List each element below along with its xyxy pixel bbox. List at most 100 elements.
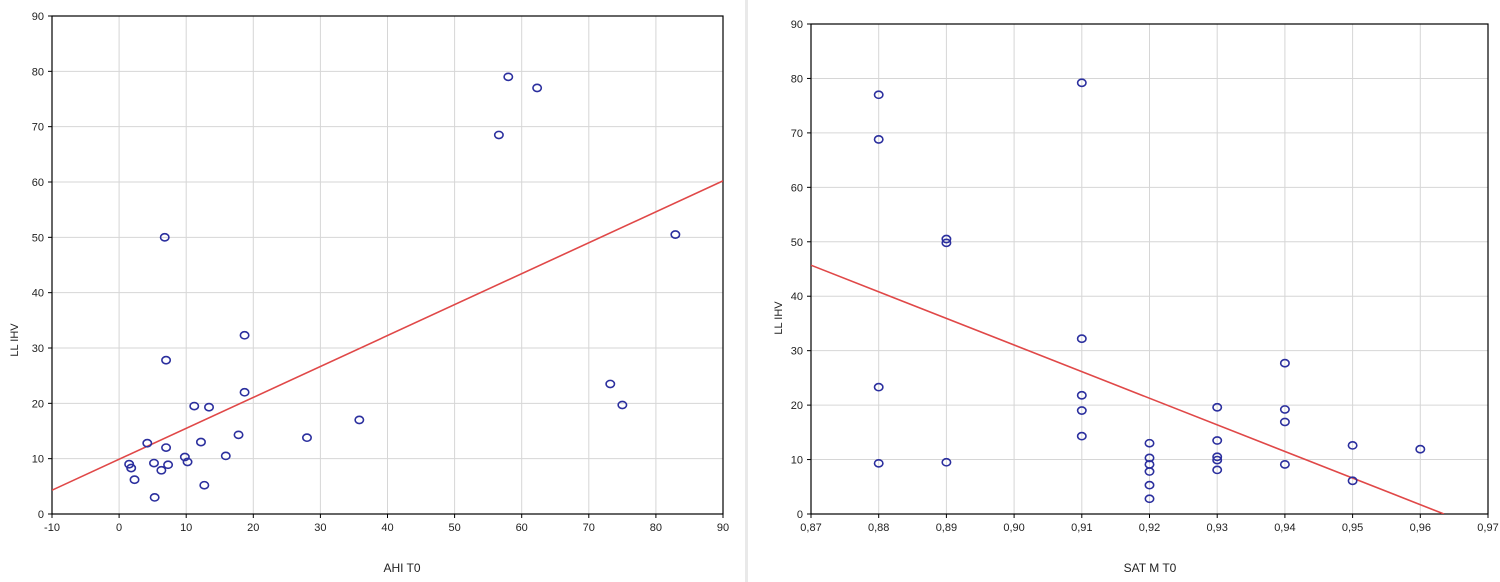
y-tick-label: 30 bbox=[791, 346, 803, 358]
data-point bbox=[1076, 78, 1087, 88]
data-point bbox=[159, 232, 170, 242]
data-point bbox=[126, 463, 137, 473]
y-tick-label: 90 bbox=[791, 19, 803, 31]
regression-line bbox=[811, 264, 1445, 514]
data-point bbox=[493, 130, 504, 140]
x-tick-label: -10 bbox=[44, 522, 60, 534]
data-point bbox=[220, 451, 231, 461]
y-tick-label: 90 bbox=[32, 11, 44, 23]
data-point bbox=[148, 458, 159, 468]
y-tick-label: 0 bbox=[797, 509, 803, 521]
data-point bbox=[149, 492, 160, 502]
y-axis-label: LL IHV bbox=[773, 301, 785, 335]
data-point bbox=[1212, 455, 1223, 465]
x-tick-label: 0,87 bbox=[800, 522, 821, 534]
y-tick-label: 50 bbox=[791, 237, 803, 249]
x-tick-label: 90 bbox=[717, 522, 729, 534]
data-point bbox=[1279, 405, 1290, 414]
x-tick-label: 0,92 bbox=[1139, 522, 1160, 534]
data-point bbox=[873, 135, 884, 144]
data-point bbox=[873, 458, 884, 468]
data-point bbox=[1144, 494, 1155, 504]
y-tick-label: 60 bbox=[791, 182, 803, 194]
data-point bbox=[1212, 465, 1223, 475]
data-point bbox=[1279, 460, 1290, 469]
x-tick-label: 10 bbox=[180, 522, 192, 534]
data-point bbox=[873, 90, 884, 100]
data-point bbox=[182, 457, 193, 467]
data-point bbox=[1415, 444, 1426, 454]
data-point bbox=[532, 83, 543, 93]
y-tick-label: 80 bbox=[32, 66, 44, 78]
x-tick-label: 80 bbox=[650, 522, 662, 534]
y-tick-label: 30 bbox=[32, 343, 44, 355]
data-point bbox=[163, 460, 174, 470]
data-point bbox=[941, 238, 952, 248]
data-point bbox=[1347, 440, 1358, 450]
data-point bbox=[1144, 480, 1155, 490]
x-tick-label: 0,91 bbox=[1071, 522, 1092, 534]
data-point bbox=[873, 382, 884, 392]
x-axis-label: SAT M T0 bbox=[1124, 561, 1177, 575]
y-tick-label: 0 bbox=[38, 509, 44, 521]
scatter-chart-ahi: AHI T0 LL IHV -10 0 10 20 30 40 50 60 70 80 90 0 10 2… bbox=[0, 0, 740, 582]
data-point bbox=[195, 437, 206, 447]
data-point bbox=[233, 430, 244, 440]
data-point bbox=[1076, 406, 1087, 415]
x-tick-label: 0,94 bbox=[1274, 522, 1295, 534]
data-point bbox=[239, 387, 250, 397]
data-point bbox=[161, 443, 172, 452]
data-point bbox=[1212, 452, 1223, 462]
x-tick-label: 0,93 bbox=[1206, 522, 1227, 534]
x-tick-label: 40 bbox=[381, 522, 393, 534]
y-tick-label: 20 bbox=[791, 400, 803, 412]
data-point bbox=[199, 480, 210, 490]
chart-sat-svg: SAT M T0 LL IHV 0,87 0,88 0,89 0,90 0,91 0,92… bbox=[773, 19, 1499, 575]
x-tick-label: 0,89 bbox=[936, 522, 957, 534]
data-point bbox=[1212, 402, 1223, 412]
data-point bbox=[161, 355, 172, 365]
y-tick-label: 10 bbox=[791, 455, 803, 467]
data-point bbox=[189, 401, 200, 411]
data-point bbox=[204, 402, 215, 412]
y-tick-label: 40 bbox=[791, 291, 803, 303]
panel-divider bbox=[745, 0, 748, 582]
data-point bbox=[1347, 476, 1358, 486]
data-point bbox=[605, 379, 616, 389]
x-tick-label: 0,90 bbox=[1003, 522, 1024, 534]
y-axis-label: LL IHV bbox=[9, 323, 21, 357]
x-tick-label: 50 bbox=[448, 522, 460, 534]
x-tick-label: 0 bbox=[116, 522, 122, 534]
data-point bbox=[239, 330, 250, 340]
x-tick-label: 0,97 bbox=[1477, 522, 1498, 534]
x-tick-label: 70 bbox=[583, 522, 595, 534]
data-point bbox=[503, 72, 514, 82]
data-point bbox=[129, 475, 140, 485]
data-point bbox=[354, 415, 365, 425]
data-point bbox=[1144, 438, 1155, 448]
y-tick-label: 70 bbox=[791, 128, 803, 140]
y-tick-label: 70 bbox=[32, 122, 44, 134]
data-point bbox=[941, 234, 952, 244]
data-point bbox=[142, 438, 153, 448]
data-point bbox=[1076, 390, 1087, 400]
x-tick-label: 0,96 bbox=[1410, 522, 1431, 534]
y-tick-label: 80 bbox=[791, 73, 803, 85]
data-point bbox=[941, 457, 952, 467]
scatter-chart-sat: SAT M T0 LL IHV 0,87 0,88 0,89 0,90 0,91 0,92… bbox=[755, 0, 1500, 582]
y-tick-label: 10 bbox=[32, 454, 44, 466]
regression-line bbox=[52, 180, 723, 491]
y-tick-label: 50 bbox=[32, 232, 44, 244]
chart-ahi-svg: AHI T0 LL IHV -10 0 10 20 30 40 50 60 70 80 900102… bbox=[9, 11, 729, 575]
x-tick-label: 60 bbox=[516, 522, 528, 534]
data-point bbox=[301, 433, 312, 443]
x-axis-label: AHI T0 bbox=[383, 561, 420, 575]
y-tick-label: 40 bbox=[32, 288, 44, 300]
x-tick-label: 30 bbox=[314, 522, 326, 534]
y-tick-label: 60 bbox=[32, 177, 44, 189]
x-tick-label: 20 bbox=[247, 522, 259, 534]
data-point bbox=[1212, 436, 1223, 445]
data-point bbox=[1144, 467, 1155, 476]
data-point bbox=[1076, 431, 1087, 441]
data-point bbox=[179, 452, 190, 462]
